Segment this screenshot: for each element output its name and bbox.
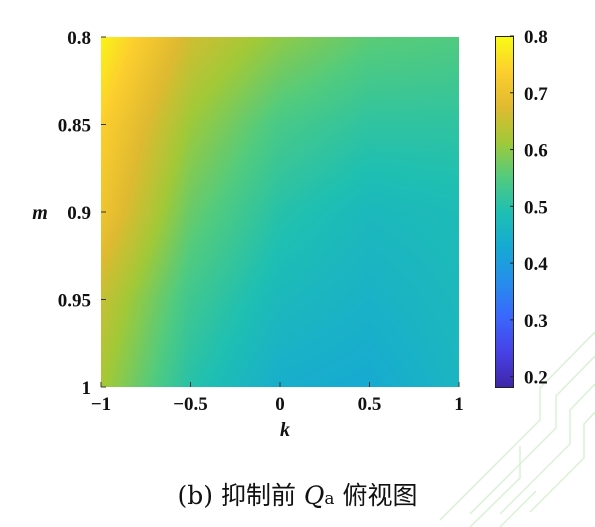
y-tick-label: 0.95 [58, 291, 91, 312]
y-tick-label: 0.9 [67, 203, 91, 224]
colorbar-tick-label: 0.4 [524, 254, 548, 275]
caption-prefix: (b) 抑制前 [177, 481, 304, 510]
colorbar-tick-label: 0.5 [524, 197, 548, 218]
y-axis-ticks: 0.8 0.85 0.9 0.95 1 [58, 28, 106, 399]
colorbar-tick-label: 0.8 [524, 27, 548, 48]
y-tick-label: 0.85 [58, 116, 91, 137]
colorbar-tick-label: 0.6 [524, 141, 548, 162]
caption-suffix: 俯视图 [334, 481, 418, 510]
x-tick-label: 0.5 [358, 394, 382, 415]
figure-caption: (b) 抑制前 Qa 俯视图 [0, 476, 595, 512]
x-axis-label: k [280, 419, 290, 441]
colorbar-tick-label: 0.2 [524, 368, 548, 389]
x-tick-label: −1 [91, 394, 111, 415]
colorbar-tick-label: 0.3 [524, 311, 548, 332]
colorbar-ticks: 0.2 0.3 0.4 0.5 0.6 0.7 0.8 [510, 27, 548, 389]
y-axis-label: m [32, 202, 48, 224]
y-tick-label: 1 [82, 378, 92, 399]
x-axis-ticks: −1 −0.5 0 0.5 1 [91, 382, 464, 415]
x-tick-label: −0.5 [173, 394, 208, 415]
x-tick-label: 0 [275, 394, 285, 415]
y-tick-label: 0.8 [67, 28, 91, 49]
caption-symbol: Q [303, 481, 325, 510]
heatmap-surface [101, 37, 459, 387]
colorbar [495, 36, 514, 388]
colorbar-tick-label: 0.7 [524, 84, 548, 105]
caption-subscript: a [324, 489, 335, 509]
heatmap-plot-area [101, 37, 459, 387]
x-tick-label: 1 [454, 394, 464, 415]
